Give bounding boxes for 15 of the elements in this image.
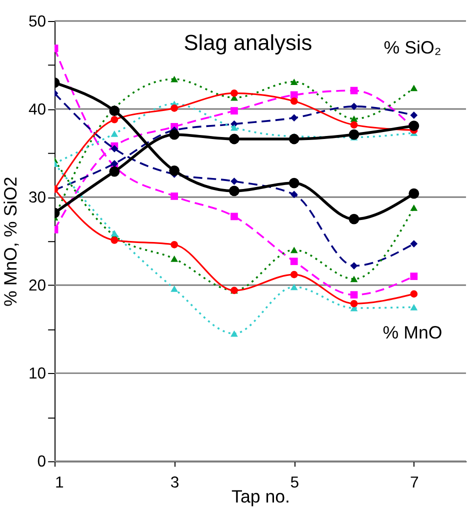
y-tick-label: 0	[37, 454, 46, 471]
x-tick-label: 5	[290, 474, 300, 492]
chart-title: Slag analysis	[184, 30, 312, 55]
y-tick-label: 50	[28, 13, 46, 30]
annotation: % SiO₂	[384, 38, 442, 58]
x-axis-title: Tap no.	[232, 486, 290, 506]
y-tick-label: 10	[28, 366, 46, 383]
x-tick-label: 7	[410, 474, 419, 492]
x-tick-label: 3	[170, 474, 180, 492]
y-tick-label: 20	[28, 278, 46, 295]
annotation: % MnO	[382, 322, 442, 343]
x-tick-label: 1	[55, 474, 64, 492]
y-tick-label: 40	[28, 102, 46, 119]
y-axis-title: % MnO, % SiO2	[0, 176, 21, 307]
y-tick-label: 30	[28, 190, 46, 207]
